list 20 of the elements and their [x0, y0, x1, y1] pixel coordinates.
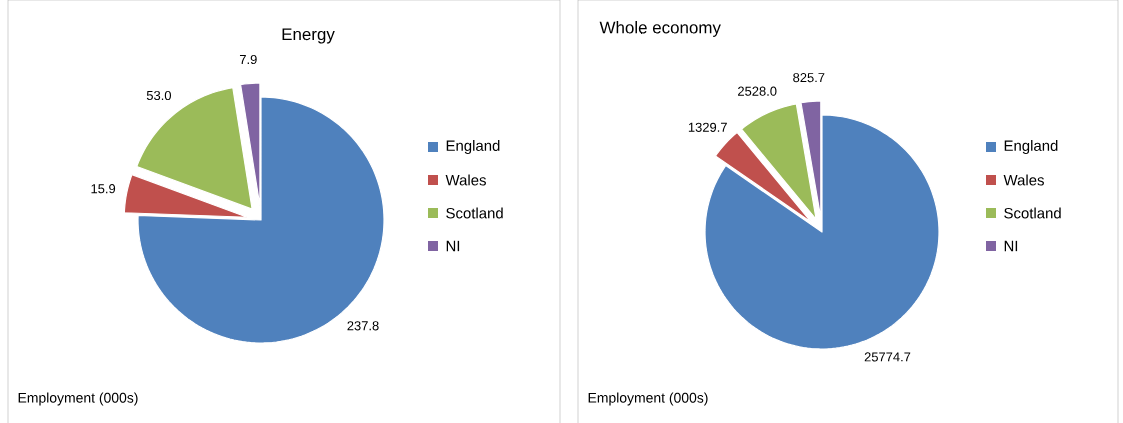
legend-label: Scotland	[1004, 207, 1061, 219]
legend-label: England	[446, 140, 500, 154]
legend-label: Wales	[445, 174, 486, 186]
data-label: 7.9	[239, 54, 257, 65]
chart-title: Whole economy	[599, 21, 721, 37]
data-label: 25774.7	[864, 352, 911, 362]
data-label: 1329.7	[688, 122, 727, 132]
data-label: 53.0	[146, 90, 172, 101]
legend-label: Wales	[1003, 174, 1044, 186]
legend-label: NI	[446, 240, 460, 252]
data-label: 2528.0	[738, 86, 777, 96]
data-label: 825.7	[793, 73, 825, 83]
text: Employment (000s)	[588, 392, 708, 406]
chart-title: Energy	[282, 28, 335, 44]
data-label: 237.8	[347, 321, 379, 331]
data-label: 15.9	[91, 184, 116, 194]
text: Employment (000s)	[18, 392, 138, 406]
legend-label: Scotland	[446, 207, 503, 219]
legend-label: England	[1004, 140, 1058, 154]
legend-label: NI	[1004, 240, 1018, 252]
